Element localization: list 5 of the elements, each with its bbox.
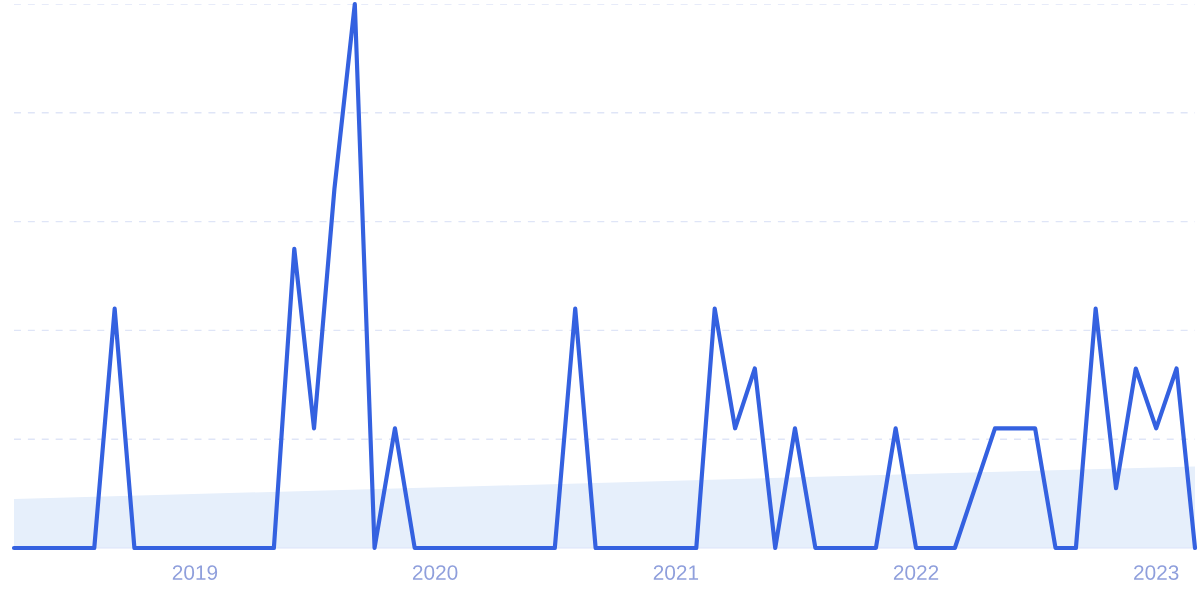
x-tick-label: 2023 [1134,565,1179,580]
x-tick-label: 2020 [412,565,458,580]
x-tick-label: 2021 [653,565,699,580]
x-tick-label: 2019 [172,565,218,580]
x-tick-label: 2022 [893,565,939,580]
